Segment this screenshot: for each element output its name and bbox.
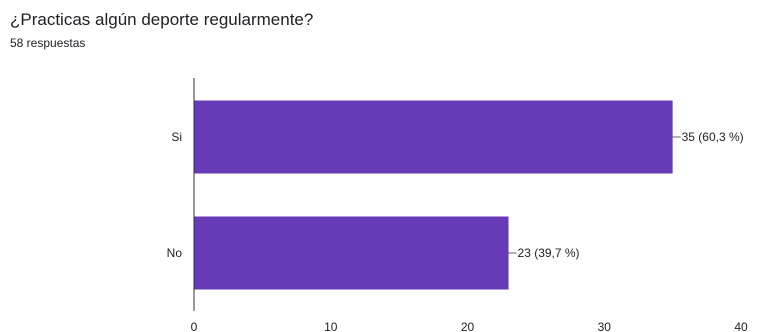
x-tick-label-20: 20 [461,320,475,332]
bar-si [194,100,673,174]
bar-no [194,216,509,290]
x-tick-label-10: 10 [324,320,338,332]
data-label-si: 35 (60,3 %) [682,130,744,144]
question-title: ¿Practicas algún deporte regularmente? [10,10,314,29]
x-tick-label-0: 0 [191,320,198,332]
response-count: 58 respuestas [10,36,86,50]
x-tick-label-30: 30 [598,320,612,332]
category-label-si: Si [171,130,182,144]
category-label-no: No [167,246,183,260]
x-tick-label-40: 40 [734,320,748,332]
data-label-no: 23 (39,7 %) [518,246,580,260]
